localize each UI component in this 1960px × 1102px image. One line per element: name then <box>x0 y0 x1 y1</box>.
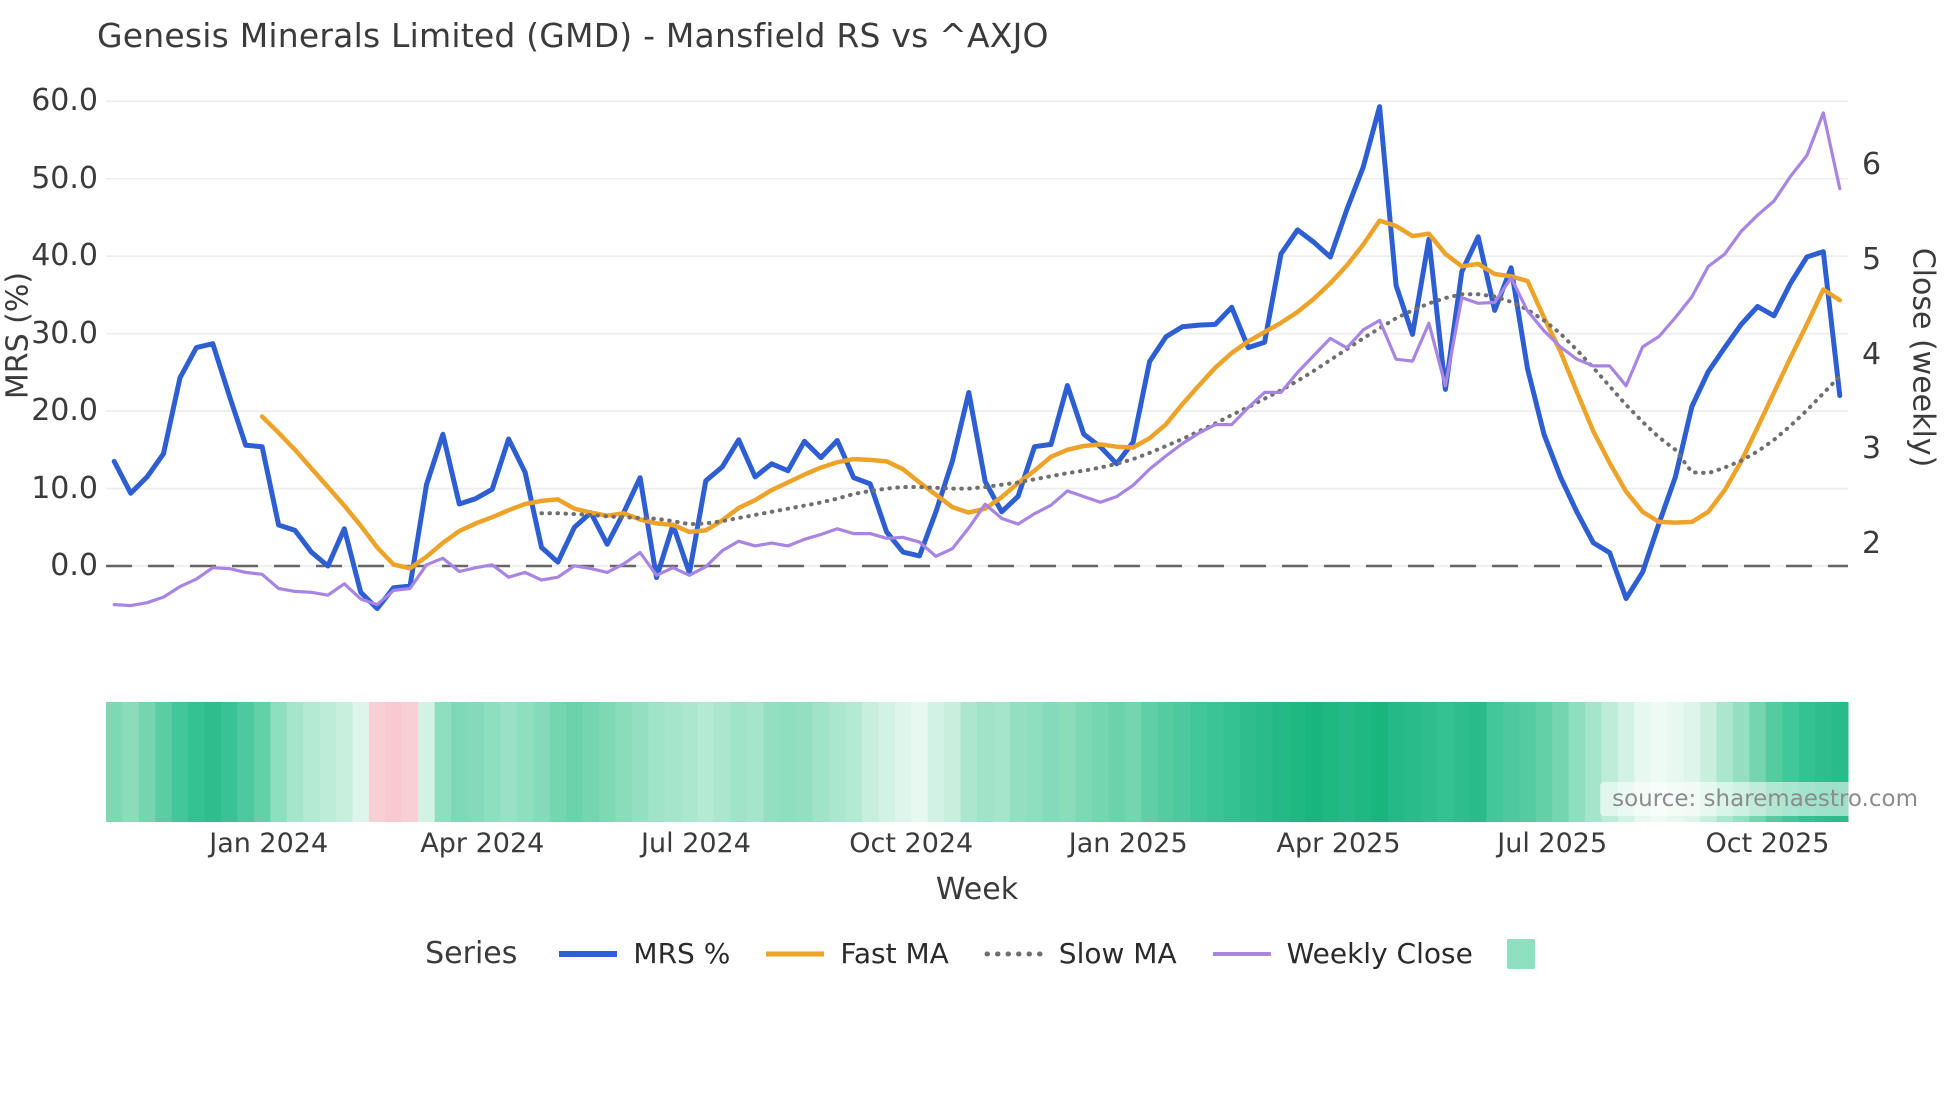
series-line-slow-ma <box>539 292 1842 527</box>
right-tick-label: 6 <box>1862 147 1882 182</box>
weekly-close-line-swatch-icon <box>1212 951 1271 956</box>
heatmap-strip <box>106 702 1849 822</box>
x-tick-label: Oct 2024 <box>849 828 974 859</box>
series-line-mrs- <box>111 104 1843 612</box>
x-tick-label: Jan 2024 <box>209 828 329 859</box>
gridlines <box>106 100 1848 567</box>
slow-ma-dotted-swatch-icon <box>984 951 1045 956</box>
left-tick-label: 20.0 <box>31 393 98 429</box>
x-tick-label: Apr 2025 <box>1276 828 1401 859</box>
series-line-weekly-close <box>112 111 1842 608</box>
legend-item-label: MRS % <box>633 937 731 970</box>
legend: Series MRS % Fast MA Slow MA Weekly Clos… <box>0 936 1960 971</box>
legend-item-slow-ma[interactable]: Slow MA <box>983 937 1177 970</box>
x-tick-label: Apr 2024 <box>420 828 545 859</box>
right-tick-label: 3 <box>1862 431 1882 467</box>
legend-item-label: Weekly Close <box>1286 937 1473 970</box>
left-tick-label: 60.0 <box>31 83 98 119</box>
legend-title: Series <box>425 936 518 971</box>
x-tick-label: Jul 2025 <box>1497 828 1608 859</box>
page-title: Genesis Minerals Limited (GMD) - Mansfie… <box>97 16 1049 55</box>
source-watermark: source: sharemaestro.com <box>1600 782 1930 816</box>
heatmap-legend-swatch <box>1506 938 1535 969</box>
series-lines <box>111 104 1843 612</box>
legend-item-mrs[interactable]: MRS % <box>557 937 730 970</box>
x-tick-label: Jul 2024 <box>641 828 751 859</box>
legend-item-label: Fast MA <box>840 937 949 970</box>
left-tick-label: 50.0 <box>31 160 98 196</box>
x-tick-label: Oct 2025 <box>1705 828 1830 859</box>
series-line-fast-ma <box>259 218 1843 571</box>
fast-ma-line-swatch-icon <box>766 951 825 956</box>
x-axis-title: Week <box>935 872 1019 907</box>
legend-item-fast-ma[interactable]: Fast MA <box>764 937 949 970</box>
right-tick-label: 5 <box>1862 241 1882 277</box>
left-tick-label: 0.0 <box>50 548 98 583</box>
legend-item-label: Slow MA <box>1058 937 1177 970</box>
right-tick-label: 4 <box>1862 336 1882 372</box>
right-axis-title: Close (weekly) <box>1905 247 1941 468</box>
right-tick-label: 2 <box>1862 526 1882 561</box>
left-tick-label: 40.0 <box>31 238 98 274</box>
mrs-line-swatch-icon <box>559 950 618 957</box>
left-tick-label: 30.0 <box>31 315 98 351</box>
legend-item-weekly-close[interactable]: Weekly Close <box>1211 937 1473 970</box>
x-tick-label: Jan 2025 <box>1068 828 1188 859</box>
left-tick-label: 10.0 <box>31 470 98 506</box>
